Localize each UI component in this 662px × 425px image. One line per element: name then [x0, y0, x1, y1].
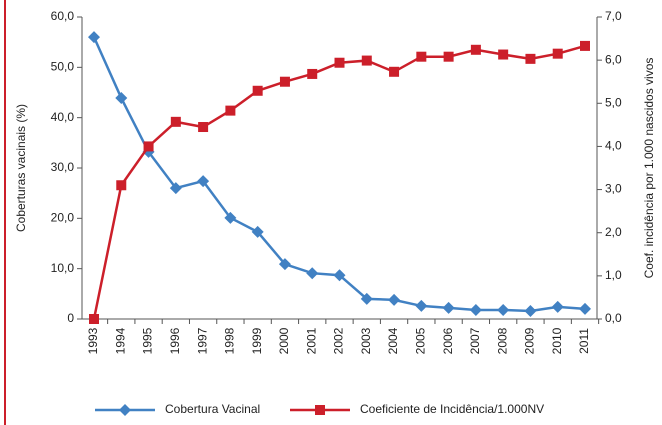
point: [469, 303, 482, 316]
point: [143, 141, 154, 152]
x-tick-label: 1994: [113, 327, 127, 354]
x-tick-label: 2003: [359, 327, 373, 354]
x-tick-label: 2009: [523, 327, 537, 354]
point: [198, 122, 209, 133]
point: [170, 116, 181, 127]
x-tick-label: 2004: [386, 327, 400, 354]
y-tick-label: 50,0: [51, 60, 75, 74]
y2-tick-label: 6,0: [605, 52, 622, 66]
point: [88, 31, 100, 44]
y-tick-label: 60,0: [51, 9, 75, 23]
y-tick-label: 20,0: [51, 211, 75, 225]
point: [279, 76, 290, 87]
y2-axis-label: Coef. incidência por 1.000 nascidos vivo…: [642, 58, 656, 279]
x-tick-label: 2010: [550, 327, 564, 354]
point: [307, 68, 318, 79]
x-tick-label: 2000: [277, 327, 291, 354]
point: [552, 48, 563, 59]
x-tick-label: 1996: [168, 327, 182, 354]
point: [224, 211, 237, 224]
point: [416, 51, 427, 62]
legend-label: Coeficiente de Incidência/1.000NV: [360, 402, 544, 416]
point: [470, 44, 481, 55]
point: [360, 292, 373, 305]
y-tick-label: 0: [67, 311, 74, 325]
point: [115, 92, 128, 105]
y-tick-label: 10,0: [51, 261, 75, 275]
point: [497, 303, 510, 316]
y-tick-label: 30,0: [51, 160, 75, 174]
point: [252, 85, 263, 96]
x-tick-label: 1997: [195, 327, 209, 354]
x-tick-label: 2002: [332, 327, 346, 354]
point: [415, 299, 428, 312]
point: [306, 267, 319, 280]
y2-tick-label: 7,0: [605, 9, 622, 23]
point: [580, 40, 590, 51]
x-tick-label: 1998: [223, 327, 237, 354]
y2-tick-label: 1,0: [605, 268, 622, 282]
point: [119, 404, 131, 416]
y-axis-label: Coberturas vacinais (%): [14, 104, 28, 232]
point: [388, 293, 401, 306]
y2-tick-label: 0,0: [605, 311, 622, 325]
point: [225, 105, 236, 116]
y2-tick-label: 3,0: [605, 182, 622, 196]
point: [389, 66, 400, 77]
x-tick-label: 1995: [141, 327, 155, 354]
x-tick-label: 1999: [250, 327, 264, 354]
point: [498, 49, 509, 60]
y2-tick-label: 5,0: [605, 95, 622, 109]
point: [315, 405, 325, 415]
point: [334, 57, 345, 68]
x-tick-label: 1993: [86, 327, 100, 354]
point: [443, 51, 454, 62]
point: [525, 53, 536, 64]
point: [551, 300, 564, 313]
point: [333, 269, 346, 282]
point: [251, 225, 264, 238]
point: [197, 175, 210, 188]
point: [278, 258, 291, 271]
point: [169, 182, 182, 195]
y-tick-label: 40,0: [51, 110, 75, 124]
x-tick-label: 2007: [468, 327, 482, 354]
y2-tick-label: 2,0: [605, 225, 622, 239]
legend-label: Cobertura Vacinal: [165, 402, 260, 416]
x-tick-label: 2006: [441, 327, 455, 354]
point: [116, 180, 127, 191]
point: [442, 301, 455, 314]
y2-tick-label: 4,0: [605, 139, 622, 153]
point: [579, 302, 591, 315]
x-tick-label: 2005: [414, 327, 428, 354]
x-tick-label: 2001: [304, 327, 318, 354]
point: [361, 55, 372, 66]
point: [524, 304, 537, 317]
x-tick-label: 2008: [495, 327, 509, 354]
point: [89, 314, 99, 324]
x-tick-label: 2011: [577, 328, 591, 354]
